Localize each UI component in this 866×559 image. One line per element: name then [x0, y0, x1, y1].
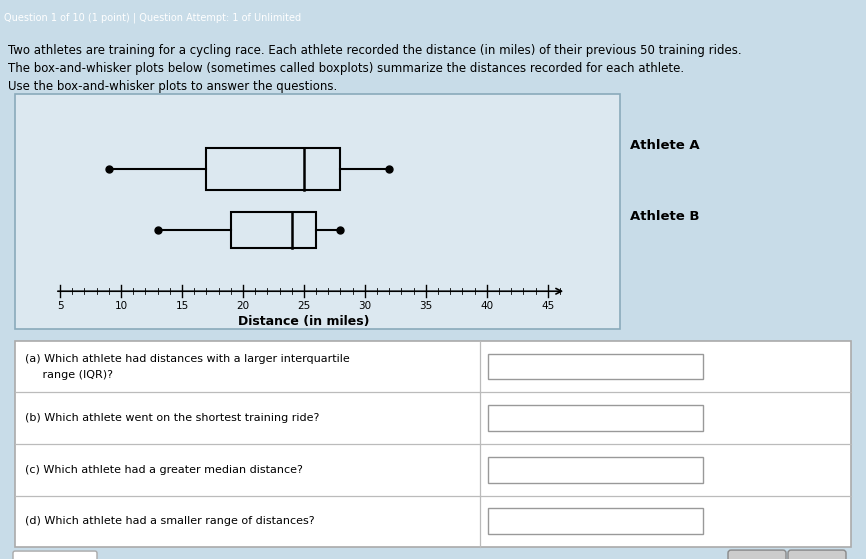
- Text: Athlete B: Athlete B: [630, 210, 700, 222]
- Text: ⌄: ⌄: [686, 360, 696, 373]
- Text: The box-and-whisker plots below (sometimes called boxplots) summarize the distan: The box-and-whisker plots below (sometim…: [8, 62, 684, 75]
- FancyBboxPatch shape: [728, 550, 786, 559]
- Text: Distance (in miles): Distance (in miles): [238, 315, 370, 328]
- Bar: [15, 341, 851, 547]
- Bar: [15, 94, 620, 329]
- Text: 35: 35: [419, 301, 432, 311]
- Text: (c) Which athlete had a greater median distance?: (c) Which athlete had a greater median d…: [25, 465, 303, 475]
- Text: Athlete B: Athlete B: [494, 465, 546, 475]
- Text: 30: 30: [359, 301, 372, 311]
- Text: Athlete A: Athlete A: [494, 362, 546, 372]
- Text: Two athletes are training for a cycling race. Each athlete recorded the distance: Two athletes are training for a cycling …: [8, 44, 741, 57]
- FancyBboxPatch shape: [488, 509, 703, 534]
- Text: (b) Which athlete went on the shortest training ride?: (b) Which athlete went on the shortest t…: [25, 413, 320, 423]
- Text: Use the box-and-whisker plots to answer the questions.: Use the box-and-whisker plots to answer …: [8, 80, 337, 93]
- Text: ⌄: ⌄: [686, 411, 696, 425]
- Text: 20: 20: [236, 301, 249, 311]
- Text: ×: ×: [750, 558, 764, 559]
- Text: ↺: ↺: [810, 558, 824, 559]
- Text: Athlete B: Athlete B: [494, 517, 546, 527]
- Text: Athlete A: Athlete A: [494, 413, 546, 423]
- Text: 5: 5: [56, 301, 63, 311]
- Text: 15: 15: [175, 301, 189, 311]
- Text: Athlete A: Athlete A: [630, 139, 700, 152]
- Text: ⌄: ⌄: [686, 515, 696, 528]
- Bar: [230, 212, 316, 248]
- FancyBboxPatch shape: [13, 551, 97, 559]
- Text: (a) Which athlete had distances with a larger interquartile: (a) Which athlete had distances with a l…: [25, 354, 350, 364]
- Text: Question 1 of 10 (1 point) | Question Attempt: 1 of Unlimited: Question 1 of 10 (1 point) | Question At…: [4, 13, 301, 23]
- FancyBboxPatch shape: [488, 405, 703, 431]
- Text: 25: 25: [297, 301, 311, 311]
- Bar: [206, 148, 340, 190]
- FancyBboxPatch shape: [488, 354, 703, 380]
- FancyBboxPatch shape: [488, 457, 703, 482]
- Text: ⌄: ⌄: [686, 463, 696, 476]
- FancyBboxPatch shape: [788, 550, 846, 559]
- Text: 40: 40: [481, 301, 494, 311]
- Text: 10: 10: [114, 301, 127, 311]
- Text: range (IQR)?: range (IQR)?: [25, 369, 113, 380]
- Text: (d) Which athlete had a smaller range of distances?: (d) Which athlete had a smaller range of…: [25, 517, 314, 527]
- Text: 45: 45: [541, 301, 554, 311]
